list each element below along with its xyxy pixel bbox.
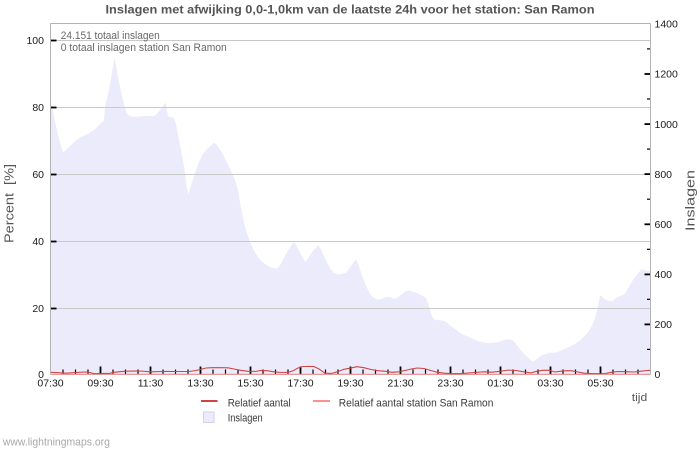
svg-text:1200: 1200 bbox=[655, 69, 679, 81]
svg-text:40: 40 bbox=[32, 236, 44, 248]
svg-text:11:30: 11:30 bbox=[138, 378, 164, 390]
svg-text:03:30: 03:30 bbox=[537, 378, 563, 390]
svg-text:0: 0 bbox=[655, 369, 661, 381]
svg-text:19:30: 19:30 bbox=[337, 378, 363, 390]
svg-text:Inslagen: Inslagen bbox=[228, 413, 263, 425]
svg-text:www.lightningmaps.org: www.lightningmaps.org bbox=[2, 437, 110, 449]
svg-text:13:30: 13:30 bbox=[187, 378, 213, 390]
svg-text:20: 20 bbox=[32, 303, 44, 315]
svg-text:1000: 1000 bbox=[655, 119, 679, 131]
svg-text:17:30: 17:30 bbox=[287, 378, 313, 390]
svg-text:0: 0 bbox=[38, 369, 44, 381]
svg-text:80: 80 bbox=[32, 102, 44, 114]
svg-text:tijd: tijd bbox=[632, 392, 648, 404]
svg-text:23:30: 23:30 bbox=[437, 378, 463, 390]
svg-text:Percent [%]: Percent [%] bbox=[2, 164, 17, 243]
svg-text:0 totaal inslagen station San: 0 totaal inslagen station San Ramon bbox=[61, 42, 227, 54]
svg-text:09:30: 09:30 bbox=[87, 378, 113, 390]
svg-text:Inslagen met afwijking 0,0-1,0: Inslagen met afwijking 0,0-1,0km van de … bbox=[106, 3, 595, 17]
svg-text:Relatief aantal station San Ra: Relatief aantal station San Ramon bbox=[339, 398, 494, 410]
svg-text:05:30: 05:30 bbox=[587, 378, 613, 390]
svg-text:07:30: 07:30 bbox=[37, 378, 63, 390]
svg-text:60: 60 bbox=[32, 169, 44, 181]
svg-text:01:30: 01:30 bbox=[487, 378, 513, 390]
svg-text:400: 400 bbox=[655, 269, 673, 281]
svg-text:600: 600 bbox=[655, 219, 673, 231]
svg-text:21:30: 21:30 bbox=[387, 378, 413, 390]
svg-text:800: 800 bbox=[655, 169, 673, 181]
svg-text:Inslagen: Inslagen bbox=[683, 170, 698, 231]
svg-text:Relatief aantal: Relatief aantal bbox=[228, 398, 291, 410]
svg-text:100: 100 bbox=[26, 35, 44, 47]
svg-text:15:30: 15:30 bbox=[237, 378, 263, 390]
svg-text:24.151 totaal inslagen: 24.151 totaal inslagen bbox=[61, 30, 160, 42]
svg-text:1400: 1400 bbox=[655, 19, 679, 31]
svg-text:200: 200 bbox=[655, 319, 673, 331]
